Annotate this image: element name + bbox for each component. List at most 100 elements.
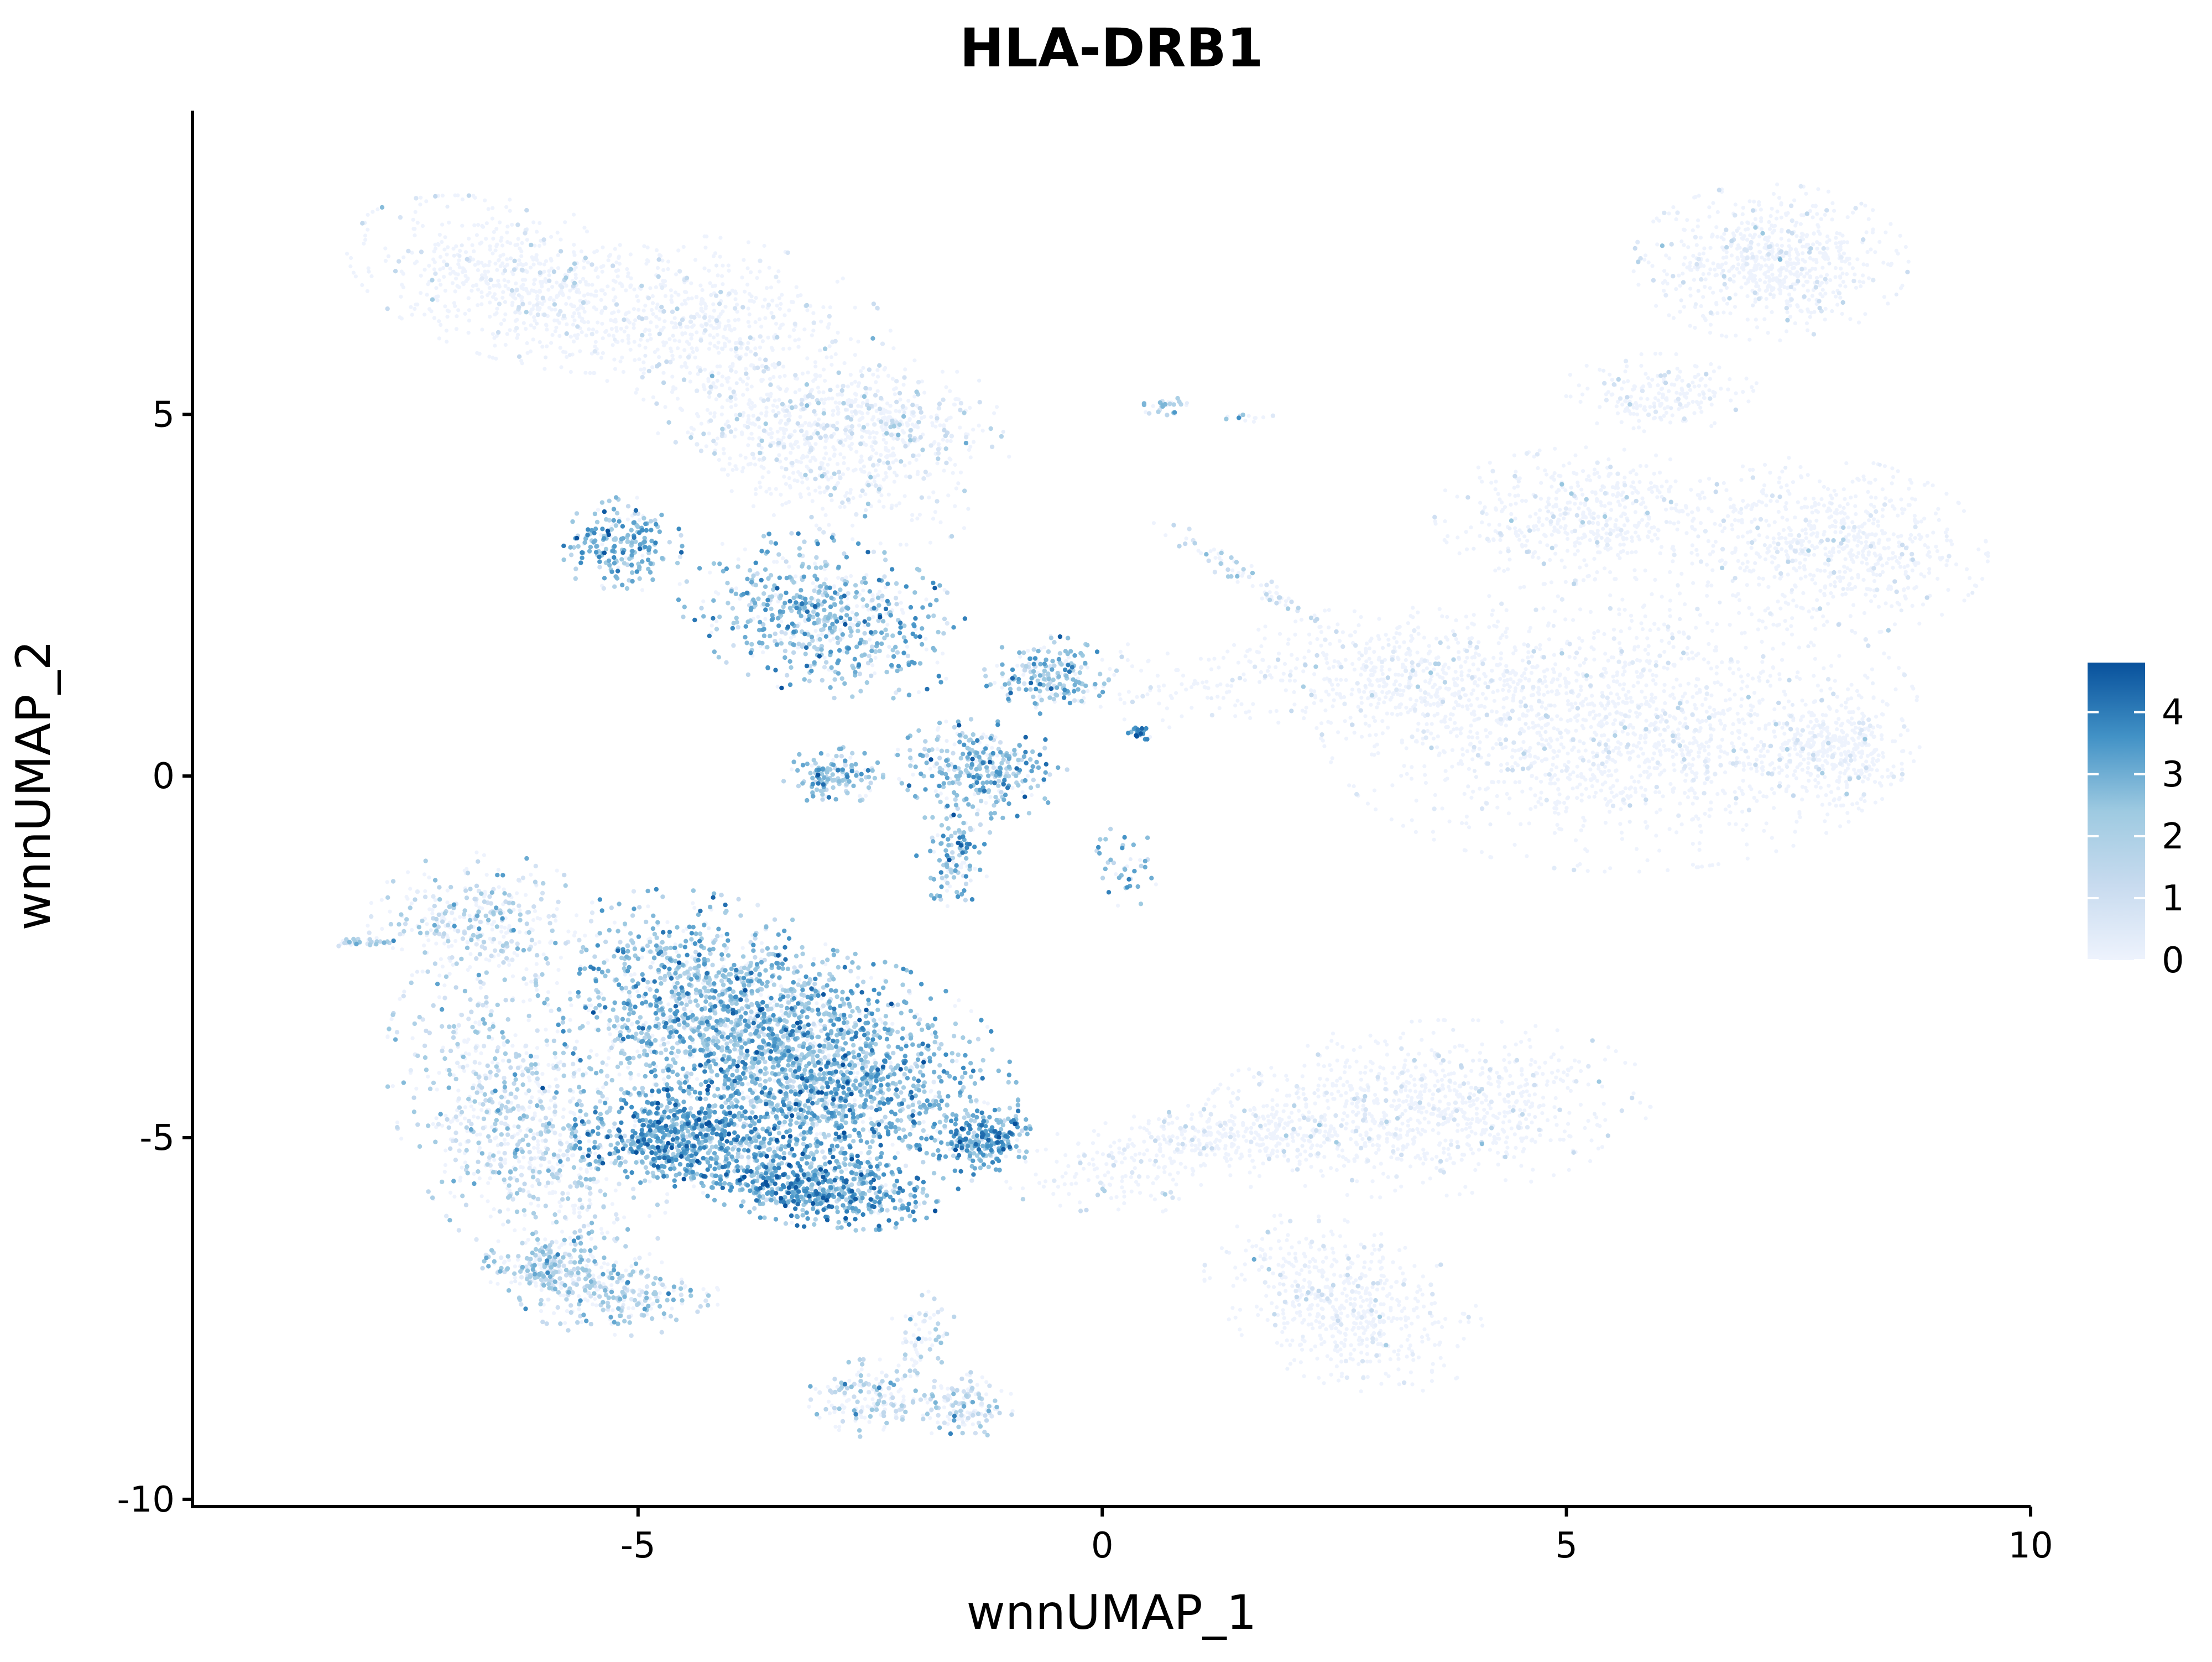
data-point	[1165, 706, 1169, 711]
data-point	[632, 340, 637, 344]
data-point	[1739, 674, 1743, 679]
data-point	[1853, 272, 1857, 277]
data-point	[910, 518, 914, 523]
data-point	[442, 274, 446, 279]
data-point	[1945, 527, 1949, 532]
data-point	[849, 447, 853, 451]
data-point	[508, 328, 512, 332]
data-point	[587, 327, 591, 331]
data-point	[550, 333, 555, 337]
data-point	[1745, 583, 1749, 587]
data-point	[1785, 541, 1789, 545]
data-point	[1443, 769, 1448, 773]
data-point	[1423, 773, 1427, 777]
data-point	[722, 467, 727, 472]
data-point	[1781, 642, 1786, 646]
data-point	[1540, 523, 1545, 528]
data-point	[707, 395, 712, 399]
data-point	[1526, 525, 1531, 529]
data-point	[1741, 761, 1746, 765]
data-point	[559, 365, 564, 369]
data-point	[516, 237, 520, 241]
data-point	[1617, 607, 1621, 612]
data-point	[1818, 588, 1823, 593]
data-point	[1788, 262, 1792, 267]
data-point	[1665, 272, 1669, 277]
data-point	[858, 410, 862, 414]
data-point	[1675, 527, 1679, 532]
data-point	[625, 267, 629, 272]
data-point	[474, 283, 479, 288]
data-point	[1528, 626, 1533, 630]
data-point	[760, 364, 765, 368]
data-point	[1690, 650, 1694, 655]
data-point	[1758, 754, 1762, 758]
data-point	[725, 398, 730, 403]
data-point	[749, 400, 754, 405]
data-point	[752, 299, 756, 304]
data-point	[572, 311, 577, 315]
data-point	[1753, 747, 1757, 751]
data-point	[1723, 807, 1728, 812]
data-point	[1766, 331, 1770, 335]
data-point	[808, 459, 812, 463]
data-point	[1634, 847, 1639, 851]
data-point	[643, 329, 647, 334]
data-point	[1632, 568, 1637, 572]
data-point	[1766, 549, 1771, 554]
data-point	[885, 455, 889, 460]
data-point	[362, 241, 366, 246]
data-point	[1728, 706, 1732, 711]
data-point	[1538, 508, 1542, 513]
data-point	[1900, 511, 1905, 515]
data-point	[1496, 619, 1500, 624]
data-point	[592, 371, 597, 376]
data-point	[440, 194, 445, 198]
data-point	[817, 485, 822, 489]
data-point	[822, 655, 827, 660]
data-point	[499, 238, 503, 243]
data-point	[1634, 550, 1638, 554]
data-point	[1221, 696, 1225, 700]
data-point	[1154, 882, 1158, 887]
data-point	[618, 243, 622, 247]
data-point	[1647, 530, 1652, 534]
data-point	[680, 302, 684, 306]
data-point	[1623, 512, 1627, 517]
data-point	[1599, 788, 1603, 793]
data-point	[632, 322, 636, 326]
data-point	[1843, 570, 1847, 574]
data-point	[821, 305, 826, 310]
data-point	[460, 223, 465, 228]
data-point	[1740, 679, 1745, 684]
data-point	[1683, 779, 1688, 783]
data-point	[1860, 524, 1864, 529]
data-point	[1650, 592, 1654, 596]
data-point	[491, 332, 495, 336]
data-point	[1709, 800, 1713, 805]
data-point	[1658, 807, 1662, 812]
data-point	[1759, 207, 1763, 212]
data-point	[1853, 504, 1858, 508]
data-point	[841, 472, 846, 477]
data-point	[1160, 718, 1165, 722]
data-point	[1956, 501, 1960, 505]
data-point	[1705, 583, 1709, 588]
data-point	[881, 437, 886, 442]
data-point	[1808, 256, 1812, 260]
data-point	[1719, 749, 1723, 753]
data-point	[1790, 616, 1794, 621]
data-point	[1909, 533, 1913, 538]
data-point	[1895, 559, 1899, 564]
data-point	[762, 243, 766, 248]
data-point	[1738, 246, 1742, 250]
data-point	[699, 308, 703, 312]
data-point	[1785, 483, 1789, 488]
data-point	[941, 437, 945, 442]
data-point	[500, 261, 505, 265]
data-point	[1908, 536, 1912, 541]
data-point	[1584, 445, 1588, 450]
data-point	[1746, 540, 1750, 545]
data-point	[766, 470, 771, 475]
data-point	[1614, 518, 1619, 523]
